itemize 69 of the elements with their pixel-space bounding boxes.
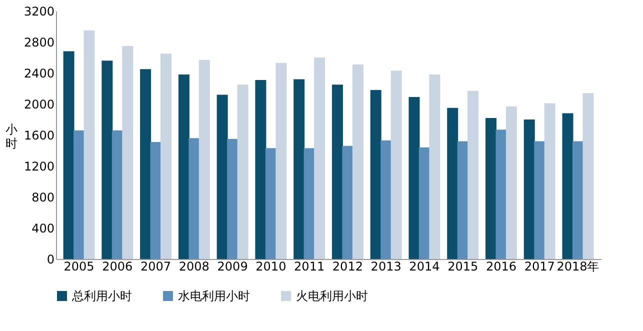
y-tick-label: 800	[32, 190, 54, 204]
y-tick-label: 1600	[24, 128, 54, 142]
bar	[140, 69, 152, 259]
bar	[255, 80, 266, 259]
x-tick-label: 2005	[64, 260, 94, 274]
bar	[352, 64, 364, 259]
x-tick-label: 2013	[370, 260, 402, 274]
bar	[198, 60, 210, 259]
legend-label: 火电利用小时	[296, 289, 368, 303]
x-tick-label: 2016	[486, 260, 516, 274]
bar	[237, 84, 248, 259]
x-tick-label: 2014	[409, 260, 440, 274]
x-tick-label: 2007	[140, 260, 172, 274]
x-tick-label: 2017	[524, 260, 555, 274]
y-tick-label: 2800	[24, 36, 54, 50]
x-tick-label: 2012	[332, 260, 363, 274]
bar	[447, 108, 458, 259]
bar	[332, 84, 343, 259]
bar	[150, 142, 162, 259]
bar	[265, 148, 276, 259]
bar	[112, 130, 123, 259]
bar	[74, 130, 85, 259]
bar	[227, 138, 238, 259]
bar	[562, 113, 574, 259]
bar	[216, 94, 228, 259]
x-tick-label: 2008	[178, 260, 210, 274]
y-tick-label: 0	[46, 252, 54, 266]
bar	[370, 90, 382, 259]
y-axis-title: 小时	[6, 122, 18, 150]
y-tick-label: 2400	[24, 66, 54, 80]
bar	[408, 97, 420, 259]
bar	[380, 140, 392, 259]
bar	[429, 74, 440, 259]
bar	[457, 141, 468, 259]
bar	[496, 130, 507, 259]
y-tick-label: 2000	[24, 98, 54, 112]
x-tick-label: 2006	[102, 260, 133, 274]
bar	[178, 74, 190, 259]
y-tick-label: 400	[32, 222, 54, 236]
bar	[342, 146, 354, 259]
bar	[276, 62, 287, 259]
x-tick-label: 2009	[217, 260, 248, 274]
y-tick-label: 1200	[24, 160, 54, 174]
legend-label: 总利用小时	[71, 289, 132, 303]
x-tick-label: 2010	[256, 260, 286, 274]
bar	[63, 51, 74, 259]
x-tick-label: 2018年	[556, 260, 600, 274]
bar	[390, 70, 402, 259]
bar	[84, 30, 95, 259]
bar	[468, 90, 479, 259]
bar	[314, 58, 326, 259]
x-tick-label: 2011	[294, 260, 325, 274]
bar	[524, 120, 535, 259]
bar	[418, 147, 430, 259]
bar	[160, 54, 172, 259]
legend-label: 水电利用小时	[178, 289, 250, 303]
bar	[102, 60, 113, 259]
bar	[572, 141, 584, 259]
bar	[534, 141, 546, 259]
bar	[506, 106, 517, 259]
bar	[485, 118, 496, 259]
bar	[544, 103, 556, 259]
bar	[582, 93, 594, 259]
bar	[188, 138, 200, 259]
bar	[304, 148, 315, 259]
bar	[122, 46, 134, 259]
bar	[294, 79, 305, 259]
y-tick-label: 3200	[24, 4, 54, 18]
x-tick-label: 2015	[448, 260, 478, 274]
